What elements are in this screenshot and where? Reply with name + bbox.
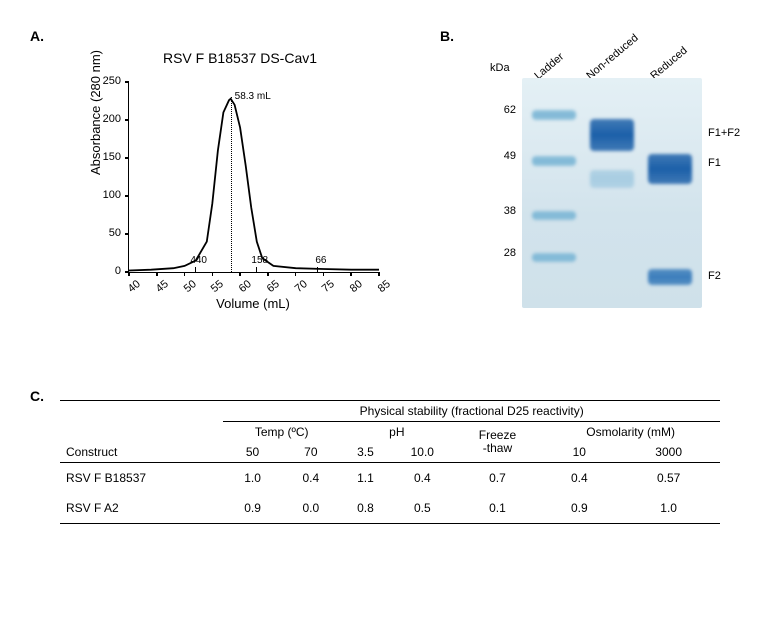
row0-v5: 0.4 [541,463,617,494]
row1-v5: 0.9 [541,493,617,524]
mw-label: 28 [490,247,516,259]
ytick-label: 200 [89,113,121,125]
chart-a-plot-area: 58.3 mL 44015866 050100150200250 4045505… [128,82,379,273]
size-marker-label: 66 [306,255,336,266]
panel-c-table: Construct Physical stability (fractional… [60,400,720,524]
lane-label-nonreduced: Non-reduced [584,32,640,82]
row1-v2: 0.8 [340,493,391,524]
xtick-label: 75 [320,278,337,295]
size-marker-label: 158 [245,255,275,266]
stability-table: Construct Physical stability (fractional… [60,400,720,524]
xtick-label: 50 [181,278,198,295]
band-annotation: F2 [708,270,721,282]
lane-label-reduced: Reduced [648,44,689,82]
lane-reduced [642,78,698,308]
row0-v0: 1.0 [223,463,281,494]
xtick-label: 85 [376,278,393,295]
ytick-label: 250 [89,75,121,87]
table-row: RSV F B18537 1.0 0.4 1.1 0.4 0.7 0.4 0.5… [60,463,720,494]
chart-a-line-svg [129,82,379,272]
xtick-label: 65 [265,278,282,295]
table-header-row-1: Construct Physical stability (fractional… [60,401,720,422]
row0-construct: RSV F B18537 [60,463,223,494]
mw-label: 49 [490,150,516,162]
group-ph: pH [340,422,454,443]
row1-v4: 0.1 [454,493,542,524]
chart-a-peak-dashed-line [231,97,232,272]
lane-ladder [526,78,582,308]
row0-v6: 0.57 [617,463,720,494]
kda-label: kDa [490,62,510,74]
row0-v4: 0.7 [454,463,542,494]
group-freeze: Freeze-thaw [454,422,542,463]
row1-v0: 0.9 [223,493,281,524]
col-temp-70: 70 [282,442,340,463]
panel-b-gel: kDa Ladder Non-reduced Reduced 62493828 … [440,20,760,330]
group-osmo: Osmolarity (mM) [541,422,720,443]
chart-a-peak-label: 58.3 mL [235,91,271,102]
chart-a-xlabel: Volume (mL) [128,296,378,326]
row1-v6: 1.0 [617,493,720,524]
row1-v3: 0.5 [391,493,454,524]
col-ph-100: 10.0 [391,442,454,463]
size-marker-label: 440 [184,255,214,266]
panel-a-label: A. [30,28,44,44]
xtick-label: 70 [292,278,309,295]
xtick-label: 80 [348,278,365,295]
col-osmo-10: 10 [541,442,617,463]
col-osmo-3000: 3000 [617,442,720,463]
stability-header: Physical stability (fractional D25 react… [223,401,720,422]
ytick-label: 50 [89,227,121,239]
figure-page: A. RSV F B18537 DS-Cav1 Absorbance (280 … [0,0,776,632]
panel-c-label: C. [30,388,44,404]
table-row: RSV F A2 0.9 0.0 0.8 0.5 0.1 0.9 1.0 [60,493,720,524]
mw-label: 62 [490,104,516,116]
xtick-label: 55 [209,278,226,295]
xtick-label: 40 [126,278,143,295]
xtick-label: 45 [154,278,171,295]
row0-v2: 1.1 [340,463,391,494]
row1-v1: 0.0 [282,493,340,524]
row1-construct: RSV F A2 [60,493,223,524]
band-annotation: F1 [708,157,721,169]
xtick-label: 60 [237,278,254,295]
panel-a-chart: RSV F B18537 DS-Cav1 Absorbance (280 nm)… [80,50,400,320]
gel-image [522,78,702,308]
chart-a-title: RSV F B18537 DS-Cav1 [80,50,400,66]
row0-v1: 0.4 [282,463,340,494]
col-temp-50: 50 [223,442,281,463]
group-temp: Temp (ºC) [223,422,340,443]
row0-v3: 0.4 [391,463,454,494]
construct-header: Construct [60,401,223,463]
lane-nonreduced [584,78,640,308]
mw-label: 38 [490,205,516,217]
col-ph-35: 3.5 [340,442,391,463]
ytick-label: 150 [89,151,121,163]
ytick-label: 100 [89,189,121,201]
band-annotation: F1+F2 [708,127,740,139]
ytick-label: 0 [89,265,121,277]
